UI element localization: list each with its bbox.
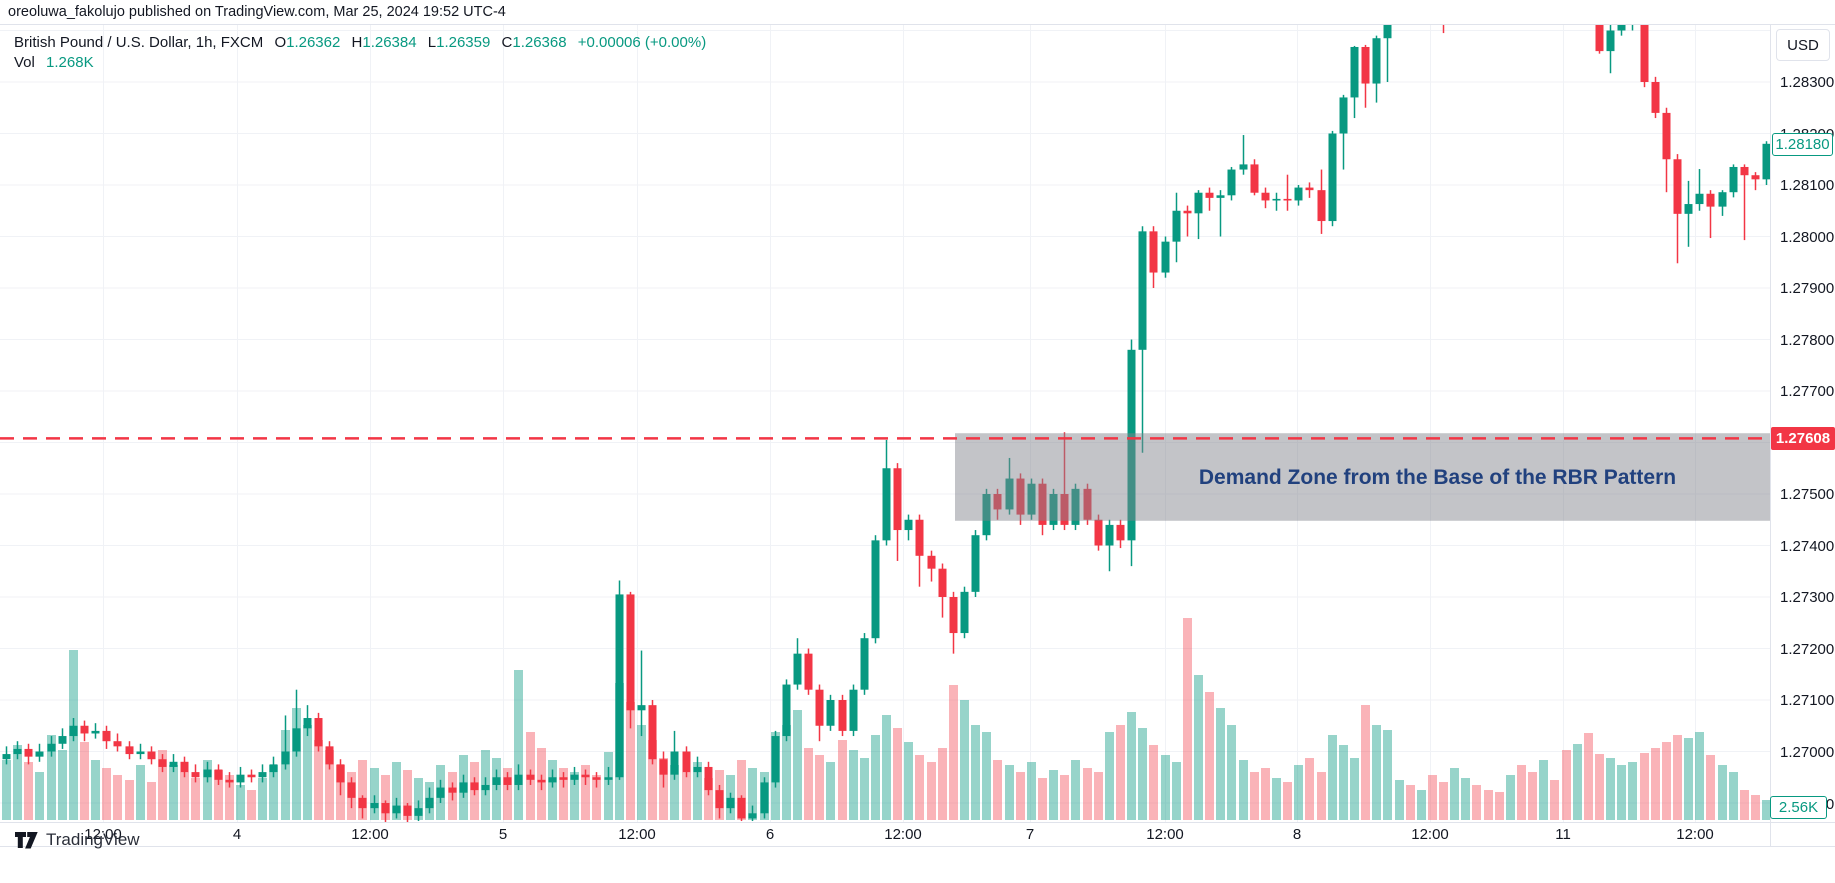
time-tick: 8 <box>1292 826 1302 843</box>
volume-label[interactable]: Vol <box>14 54 35 71</box>
symbol-legend: British Pound / U.S. Dollar, 1h, FXCM O1… <box>14 33 706 73</box>
price-axis[interactable]: 1.283001.282001.281001.280001.279001.278… <box>1771 25 1835 822</box>
volume-axis-label: 2.56K <box>1770 796 1827 819</box>
price-tick: 1.27000 <box>1780 743 1835 761</box>
change-value: +0.00006 (+0.00%) <box>577 34 707 51</box>
volume-row: Vol 1.268K <box>14 53 706 73</box>
attribution-bar: oreoluwa_fakolujo published on TradingVi… <box>0 0 1835 25</box>
symbol-title[interactable]: British Pound / U.S. Dollar, 1h, FXCM <box>14 34 264 51</box>
currency-button[interactable]: USD <box>1776 29 1830 61</box>
price-tick: 1.27100 <box>1780 692 1835 709</box>
time-tick: 4 <box>232 826 242 843</box>
price-tick: 1.28100 <box>1780 177 1835 194</box>
tradingview-logo-icon <box>15 831 38 848</box>
price-tick: 1.27400 <box>1780 537 1835 555</box>
time-tick: 12:00 <box>84 826 122 843</box>
tradingview-logo[interactable]: TradingView <box>14 827 140 853</box>
time-tick: 11 <box>1555 826 1571 843</box>
volume-value: 1.268K <box>46 54 94 71</box>
price-tick: 1.28000 <box>1780 228 1835 246</box>
price-tick: 1.27300 <box>1780 589 1835 606</box>
demand-zone-box[interactable] <box>955 433 1770 521</box>
volume-bars <box>2 618 1770 820</box>
high-token: H1.26384 <box>351 34 417 51</box>
open-token: O1.26362 <box>274 34 341 51</box>
time-tick: 12:00 <box>618 826 656 843</box>
last-price-label: 1.28180 <box>1772 132 1833 156</box>
price-tick: 1.27900 <box>1780 280 1835 297</box>
symbol-ohlc-row: British Pound / U.S. Dollar, 1h, FXCM O1… <box>14 33 706 53</box>
time-tick: 12:00 <box>1146 826 1184 843</box>
time-axis[interactable]: 12:00 4 12:00 5 12:00 6 12:00 7 12:00 8 12:00 11 12:… <box>0 822 1835 846</box>
price-tick: 1.27200 <box>1780 640 1835 658</box>
price-chart-canvas[interactable] <box>0 25 1835 883</box>
chart-area[interactable]: British Pound / U.S. Dollar, 1h, FXCM O1… <box>0 25 1835 883</box>
grid-lines <box>0 25 1770 822</box>
time-tick: 12:00 <box>1676 826 1714 843</box>
tradingview-wordmark: TradingView <box>46 830 140 849</box>
time-tick: 5 <box>498 826 508 843</box>
price-tick: 1.27500 <box>1780 486 1835 503</box>
close-token: C1.26368 <box>501 34 567 51</box>
price-tick: 1.28300 <box>1780 74 1835 91</box>
low-token: L1.26359 <box>427 34 491 51</box>
price-tick: 1.27700 <box>1780 383 1835 400</box>
price-line-label: 1.27608 <box>1771 427 1835 451</box>
candles[interactable] <box>2 25 1771 824</box>
time-tick: 6 <box>765 826 775 843</box>
time-tick: 12:00 <box>1411 826 1449 843</box>
attribution-text: oreoluwa_fakolujo published on TradingVi… <box>8 4 506 20</box>
price-tick: 1.27800 <box>1780 331 1835 349</box>
time-tick: 12:00 <box>884 826 922 843</box>
time-tick: 12:00 <box>351 826 389 843</box>
time-tick: 7 <box>1025 826 1035 843</box>
